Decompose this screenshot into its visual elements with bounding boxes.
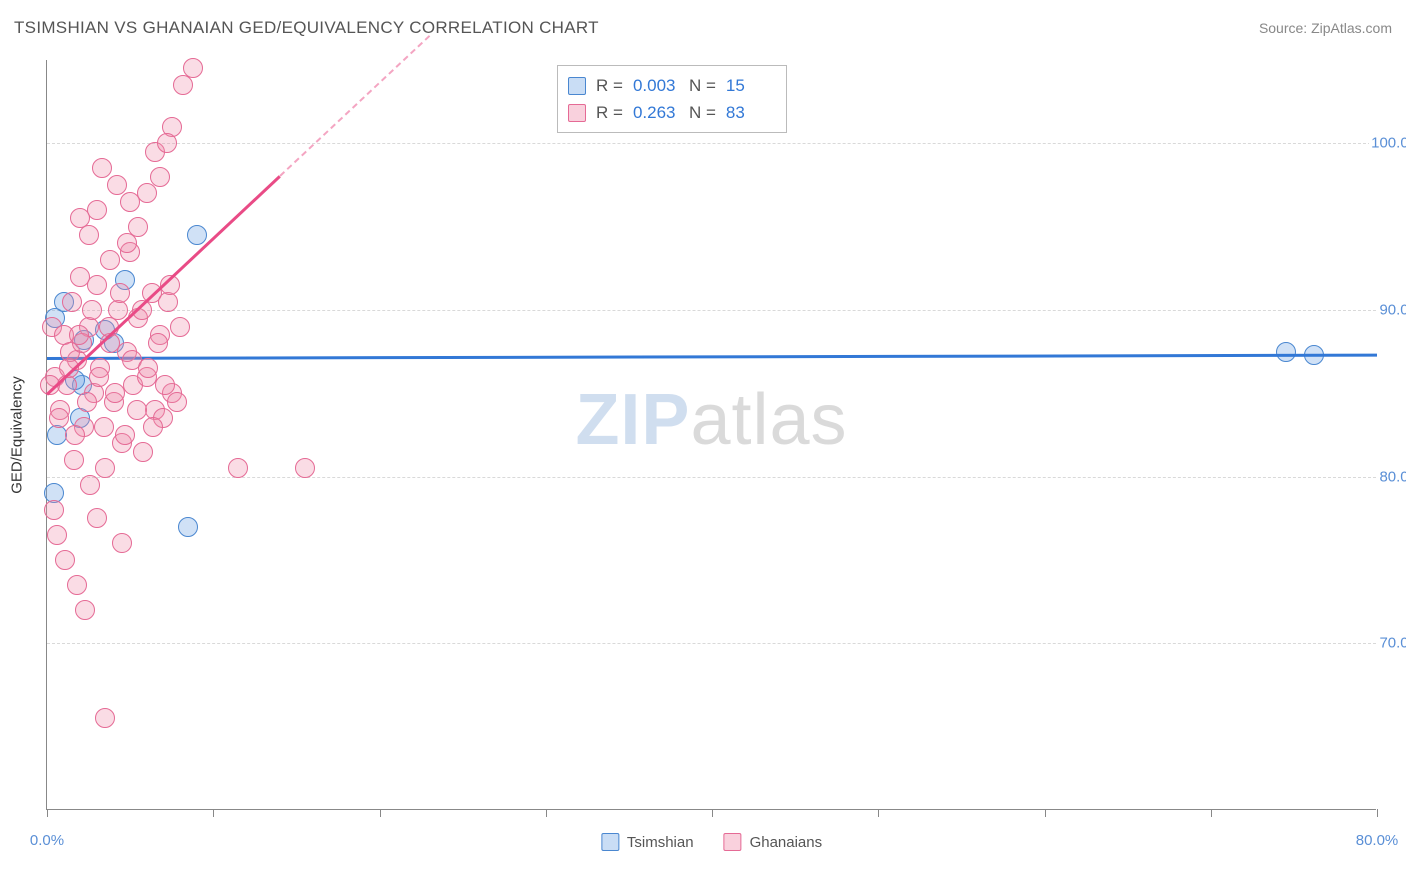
r-label: R = [596,99,623,126]
grid-line [47,310,1376,311]
r-label: R = [596,72,623,99]
data-point-pink [143,417,163,437]
data-point-pink [44,500,64,520]
stats-box: R = 0.003 N = 15 R = 0.263 N = 83 [557,65,787,133]
x-tick-label: 80.0% [1356,832,1399,849]
stats-row-pink: R = 0.263 N = 83 [568,99,772,126]
data-point-pink [87,508,107,528]
x-tick [213,809,214,817]
data-point-pink [117,233,137,253]
x-tick [380,809,381,817]
data-point-pink [295,458,315,478]
chart-container: TSIMSHIAN VS GHANAIAN GED/EQUIVALENCY CO… [0,0,1406,892]
data-point-pink [115,425,135,445]
x-tick [712,809,713,817]
data-point-pink [183,58,203,78]
r-value-blue: 0.003 [633,72,679,99]
x-tick [1045,809,1046,817]
swatch-blue-icon [568,77,586,95]
legend-item-tsimshian: Tsimshian [601,833,694,851]
grid-line [47,143,1376,144]
legend-item-ghanaians: Ghanaians [724,833,823,851]
watermark-atlas: atlas [690,380,847,460]
n-value-blue: 15 [726,72,772,99]
data-point-pink [228,458,248,478]
data-point-pink [167,392,187,412]
data-point-pink [67,575,87,595]
r-value-pink: 0.263 [633,99,679,126]
data-point-pink [49,408,69,428]
data-point-pink [70,208,90,228]
watermark: ZIPatlas [575,379,847,461]
data-point-pink [80,475,100,495]
x-tick [47,809,48,817]
data-point-pink [82,300,102,320]
data-point-pink [127,400,147,420]
data-point-pink [47,525,67,545]
data-point-pink [170,317,190,337]
x-tick [878,809,879,817]
data-point-pink [55,550,75,570]
data-point-pink [64,450,84,470]
data-point-pink [95,708,115,728]
data-point-pink [157,133,177,153]
data-point-pink [69,325,89,345]
data-point-pink [138,358,158,378]
swatch-pink-icon [724,833,742,851]
x-tick [1377,809,1378,817]
y-tick-label: 90.0% [1377,302,1406,319]
grid-line [47,643,1376,644]
data-point-blue [1276,342,1296,362]
data-point-pink [77,392,97,412]
data-point-pink [150,167,170,187]
data-point-pink [92,158,112,178]
y-axis-label: GED/Equivalency [9,376,26,494]
stats-row-blue: R = 0.003 N = 15 [568,72,772,99]
data-point-blue [178,517,198,537]
legend-label: Ghanaians [750,834,823,851]
data-point-pink [100,250,120,270]
source-attribution: Source: ZipAtlas.com [1259,20,1392,36]
y-tick-label: 70.0% [1377,635,1406,652]
data-point-pink [95,458,115,478]
legend-label: Tsimshian [627,834,694,851]
data-point-blue [187,225,207,245]
data-point-pink [105,383,125,403]
data-point-pink [133,442,153,462]
data-point-pink [110,283,130,303]
data-point-pink [112,533,132,553]
y-tick-label: 100.0% [1369,135,1406,152]
swatch-blue-icon [601,833,619,851]
n-value-pink: 83 [726,99,772,126]
bottom-legend: Tsimshian Ghanaians [601,833,822,851]
watermark-zip: ZIP [575,380,690,460]
x-tick [546,809,547,817]
data-point-pink [107,175,127,195]
n-label: N = [689,99,716,126]
grid-line [47,477,1376,478]
data-point-pink [137,183,157,203]
y-tick-label: 80.0% [1377,468,1406,485]
data-point-pink [87,275,107,295]
n-label: N = [689,72,716,99]
data-point-pink [89,367,109,387]
data-point-pink [65,425,85,445]
swatch-pink-icon [568,104,586,122]
chart-title: TSIMSHIAN VS GHANAIAN GED/EQUIVALENCY CO… [14,18,599,38]
trend-line-pink-dashed [279,35,430,177]
x-tick [1211,809,1212,817]
data-point-pink [75,600,95,620]
data-point-pink [148,333,168,353]
x-tick-label: 0.0% [30,832,64,849]
trend-line-blue [47,353,1377,359]
data-point-pink [62,292,82,312]
data-point-pink [94,417,114,437]
plot-area: GED/Equivalency ZIPatlas R = 0.003 N = 1… [46,60,1376,810]
